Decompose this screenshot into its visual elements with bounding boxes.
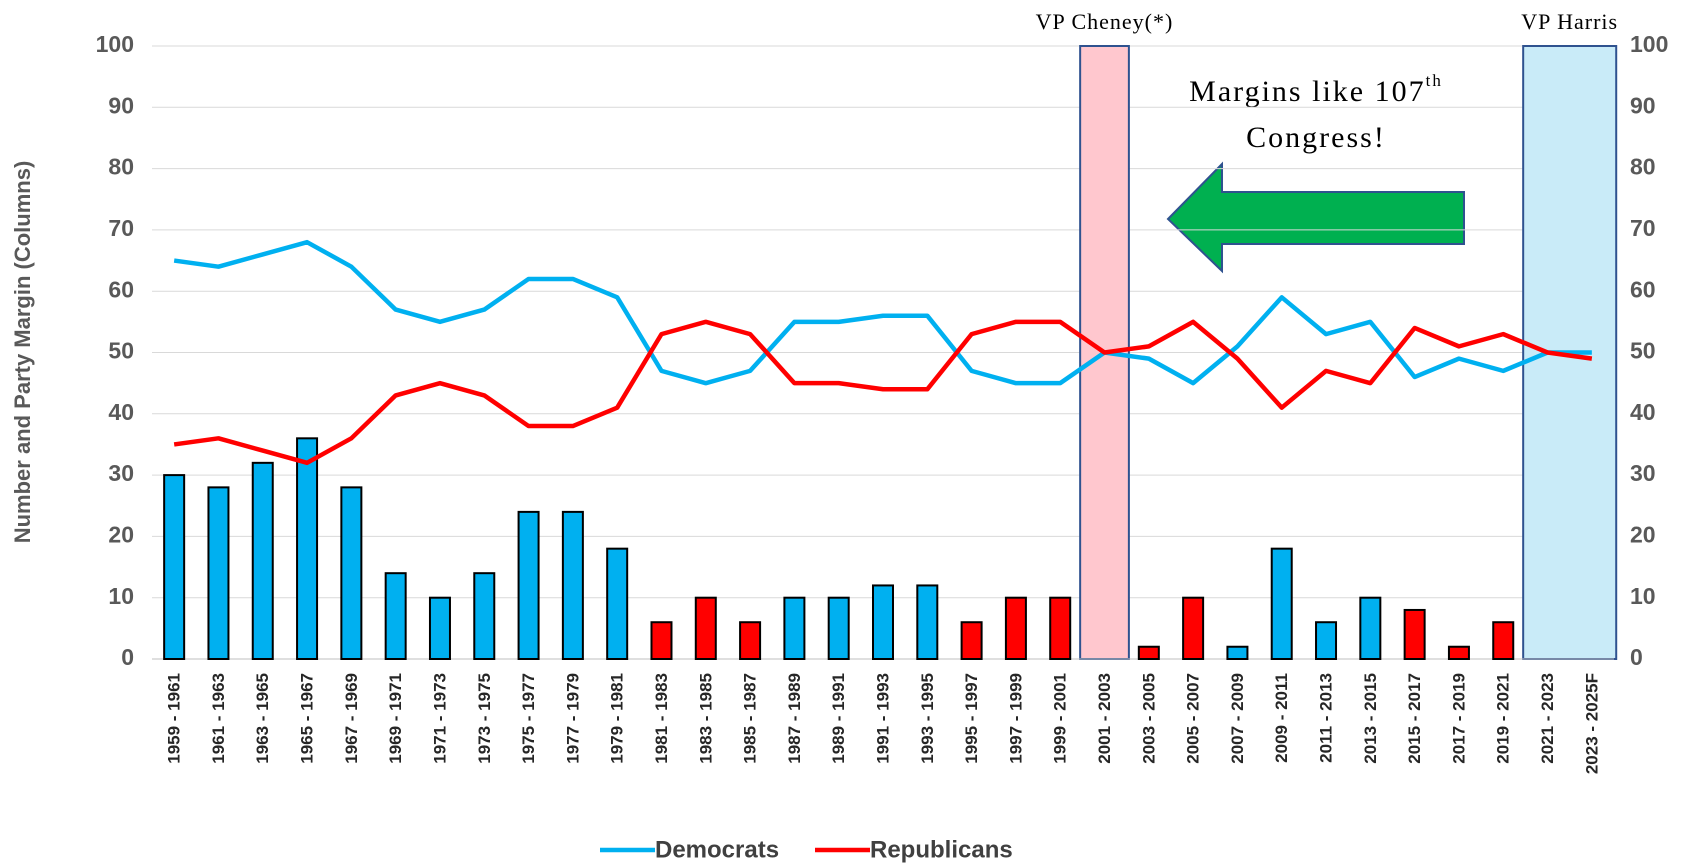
x-tick-label: 1977 - 1979 bbox=[563, 673, 582, 764]
x-tick-label: 1979 - 1981 bbox=[608, 673, 627, 764]
x-tick-label: 2017 - 2019 bbox=[1449, 673, 1468, 764]
bar bbox=[827, 596, 850, 661]
y-tick-label: 10 bbox=[108, 583, 134, 609]
x-tick-label: 1993 - 1995 bbox=[918, 673, 937, 764]
x-tick-label: 2001 - 2003 bbox=[1095, 673, 1114, 764]
x-tick-label: 1985 - 1987 bbox=[741, 673, 760, 764]
bar bbox=[428, 596, 451, 661]
legend-label: Democrats bbox=[655, 836, 779, 863]
y-tick-label: 30 bbox=[108, 460, 134, 486]
bar bbox=[739, 621, 762, 660]
bar bbox=[296, 437, 319, 660]
line bbox=[173, 239, 1592, 386]
y2-tick-label: 10 bbox=[1630, 583, 1656, 609]
x-tick-label: 1965 - 1967 bbox=[298, 673, 317, 764]
x-tick-label: 1981 - 1983 bbox=[652, 673, 671, 764]
y2-tick-label: 90 bbox=[1630, 92, 1656, 118]
y2-tick-label: 30 bbox=[1630, 460, 1656, 486]
y2-tick-label: 20 bbox=[1630, 521, 1656, 547]
annotation-text: Congress! bbox=[1246, 121, 1386, 154]
x-tick-label: 1999 - 2001 bbox=[1051, 673, 1070, 764]
bar bbox=[1182, 596, 1205, 661]
x-tick-label: 2011 - 2013 bbox=[1317, 673, 1336, 763]
x-tick-label: 1991 - 1993 bbox=[873, 673, 892, 764]
y2-tick-label: 70 bbox=[1630, 215, 1656, 241]
y2-tick-label: 50 bbox=[1630, 338, 1656, 364]
x-tick-label: 1963 - 1965 bbox=[253, 673, 272, 764]
line bbox=[173, 319, 1593, 466]
bar bbox=[960, 621, 983, 660]
y-tick-label: 50 bbox=[108, 338, 134, 364]
x-tick-label: 2007 - 2009 bbox=[1228, 673, 1247, 764]
x-tick-label: 2009 - 2011 bbox=[1272, 673, 1291, 763]
x-tick-label: 1973 - 1975 bbox=[475, 673, 494, 764]
x-tick-label: 2015 - 2017 bbox=[1405, 673, 1424, 764]
annotation-text: Margins like 107 bbox=[1189, 75, 1425, 108]
x-tick-label: 2005 - 2007 bbox=[1184, 673, 1203, 764]
annotation-sup: th bbox=[1426, 71, 1443, 90]
bar bbox=[606, 547, 629, 660]
bar bbox=[783, 596, 806, 661]
bar bbox=[1049, 596, 1072, 661]
bar bbox=[473, 572, 496, 660]
bar bbox=[1315, 621, 1338, 660]
x-tick-label: 2019 - 2021 bbox=[1494, 673, 1513, 764]
annotation: Margins like 107th bbox=[1189, 71, 1443, 108]
bar bbox=[340, 486, 363, 660]
y-tick-label: 60 bbox=[108, 276, 134, 302]
x-tick-label: 2003 - 2005 bbox=[1139, 673, 1158, 764]
y-tick-label: 40 bbox=[108, 399, 134, 425]
bar bbox=[561, 510, 584, 660]
x-tick-label: 1989 - 1991 bbox=[829, 673, 848, 764]
y-tick-label: 0 bbox=[121, 644, 134, 670]
bar bbox=[384, 572, 407, 660]
y-tick-label: 70 bbox=[108, 215, 134, 241]
y2-tick-label: 40 bbox=[1630, 399, 1656, 425]
y2-tick-label: 60 bbox=[1630, 276, 1656, 302]
x-tick-label: 1975 - 1977 bbox=[519, 673, 538, 764]
x-tick-label: 1995 - 1997 bbox=[962, 673, 981, 764]
y-tick-label: 80 bbox=[108, 154, 134, 180]
x-tick-label: 1971 - 1973 bbox=[430, 673, 449, 764]
bar bbox=[517, 510, 540, 660]
y2-tick-label: 80 bbox=[1630, 154, 1656, 180]
x-tick-label: 2021 - 2023 bbox=[1538, 673, 1557, 764]
bar bbox=[1492, 621, 1515, 660]
bar bbox=[1004, 596, 1027, 661]
y2-tick-label: 100 bbox=[1630, 31, 1668, 57]
bar bbox=[694, 596, 717, 661]
x-tick-label: 1959 - 1961 bbox=[165, 673, 184, 764]
x-tick-label: 1961 - 1963 bbox=[209, 673, 228, 764]
x-tick-label: 1983 - 1985 bbox=[696, 673, 715, 764]
x-tick-label: 2013 - 2015 bbox=[1361, 673, 1380, 764]
bar bbox=[1359, 596, 1382, 661]
arrow bbox=[1166, 161, 1465, 274]
bar bbox=[916, 584, 939, 660]
bar bbox=[650, 621, 673, 660]
bar bbox=[1270, 547, 1293, 660]
legend-label: Republicans bbox=[870, 836, 1013, 863]
highlight-label: VP Cheney(*) bbox=[1036, 9, 1174, 34]
y-tick-label: 90 bbox=[108, 92, 134, 118]
y-tick-label: 100 bbox=[96, 31, 134, 57]
x-tick-label: 2023 - 2025F bbox=[1582, 673, 1601, 774]
highlight-label: VP Harris bbox=[1521, 9, 1618, 34]
x-tick-label: 1987 - 1989 bbox=[785, 673, 804, 764]
bar bbox=[163, 474, 186, 660]
bar bbox=[1137, 645, 1160, 660]
y-tick-label: 20 bbox=[108, 521, 134, 547]
x-tick-label: 1967 - 1969 bbox=[342, 673, 361, 764]
x-tick-label: 1969 - 1971 bbox=[386, 673, 405, 764]
bar bbox=[872, 584, 894, 660]
bar bbox=[207, 486, 230, 660]
bar bbox=[1226, 645, 1249, 660]
bar bbox=[1403, 608, 1426, 661]
x-tick-label: 1997 - 1999 bbox=[1006, 673, 1025, 764]
y-axis-label: Number and Party Margin (Columns) bbox=[10, 161, 35, 544]
y2-tick-label: 0 bbox=[1630, 644, 1643, 670]
bar bbox=[251, 461, 274, 660]
bar bbox=[1447, 645, 1470, 660]
